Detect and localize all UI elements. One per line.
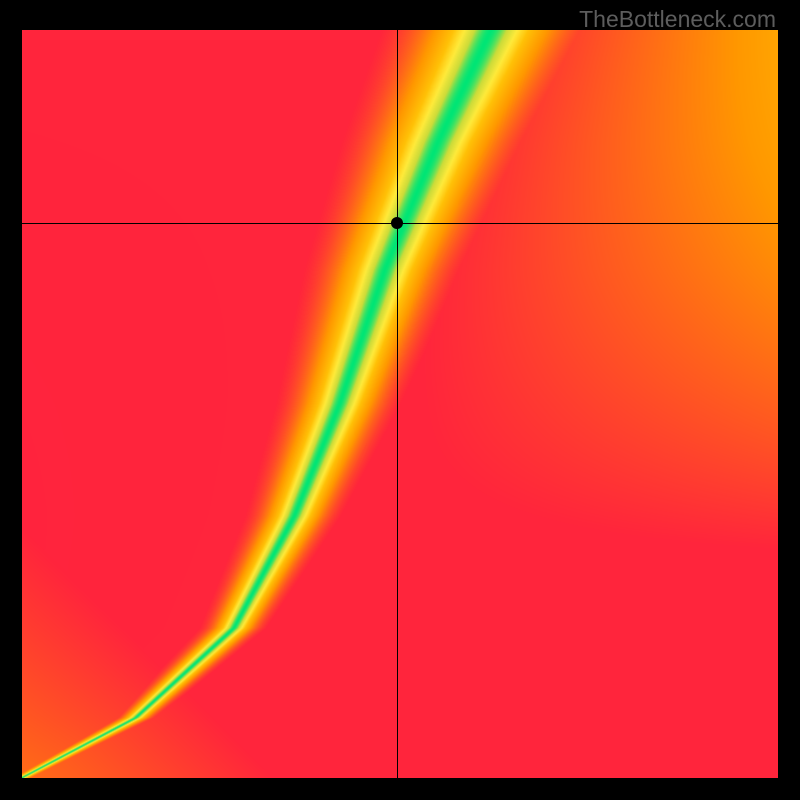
watermark-text: TheBottleneck.com: [579, 6, 776, 33]
heatmap-canvas: [22, 30, 778, 778]
bottleneck-heatmap: [22, 30, 778, 778]
marker-dot: [391, 217, 403, 229]
crosshair-vertical: [397, 30, 398, 778]
